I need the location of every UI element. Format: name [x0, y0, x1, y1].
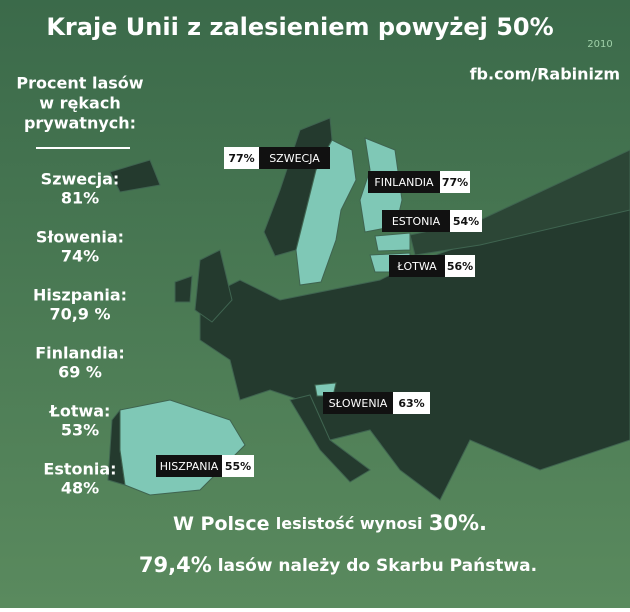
label-name-box	[259, 147, 330, 169]
uk	[194, 249, 233, 323]
footer-bold: 79,4%	[139, 553, 212, 577]
footer-bold: 30%.	[429, 511, 487, 535]
sidebar-value: 74%	[61, 247, 99, 266]
title: Kraje Unii z zalesieniem powyżej 50%	[46, 13, 553, 41]
label-value-box	[222, 455, 254, 477]
continent	[199, 199, 630, 501]
label-value: 77%	[228, 152, 254, 165]
sidebar-heading: Procent lasów	[16, 74, 143, 93]
sidebar-heading: prywatnych:	[24, 114, 136, 133]
footer-bold: W Polsce	[173, 513, 270, 535]
sweden	[295, 139, 357, 286]
label-name: SZWECJA	[269, 152, 320, 165]
estonia	[374, 232, 411, 252]
label-name: ESTONIA	[392, 215, 441, 228]
label-value: 77%	[442, 176, 468, 189]
label-value: 55%	[225, 460, 251, 473]
sidebar-value: 70,9 %	[49, 305, 110, 324]
map-labels: SZWECJA 77% FINLANDIA 77% ESTONIA 54% ŁOTWA 56%…	[156, 147, 482, 477]
label-name-box	[389, 255, 445, 277]
ireland	[174, 275, 193, 303]
sidebar-country: Hiszpania:	[33, 286, 127, 305]
label-name: FINLANDIA	[374, 176, 434, 189]
label-name-box	[323, 392, 393, 414]
label-name-box	[156, 455, 222, 477]
label-name-box	[368, 171, 440, 193]
sidebar-value: 69 %	[58, 363, 102, 382]
sidebar-country: Słowenia:	[36, 228, 124, 247]
sidebar-country: Estonia:	[43, 460, 116, 479]
label-name: ŁOTWA	[396, 260, 437, 273]
label-value: 56%	[447, 260, 473, 273]
label-value-box	[393, 392, 430, 414]
label-name: HISZPANIA	[160, 460, 219, 473]
label-value-box	[450, 210, 482, 232]
label-value-box	[224, 147, 259, 169]
sidebar-country: Finlandia:	[35, 344, 125, 363]
map	[107, 117, 630, 501]
sidebar-heading: w rękach	[39, 94, 120, 113]
footer-text: lesistość wynosi	[276, 514, 423, 533]
label-value: 63%	[398, 397, 424, 410]
footer-line-1: W Polsce lesistość wynosi 30%.	[173, 511, 487, 535]
source: fb.com/Rabinizm	[470, 65, 620, 84]
italy	[289, 394, 371, 483]
sidebar-country: Łotwa:	[49, 402, 111, 421]
footer-line-2: 79,4% lasów należy do Skarbu Państwa.	[139, 553, 537, 577]
sidebar-value: 48%	[61, 479, 99, 498]
label-name-box	[382, 210, 450, 232]
label-value-box	[440, 171, 470, 193]
year: 2010	[587, 39, 612, 50]
footer-text: lasów należy do Skarbu Państwa.	[218, 556, 537, 576]
sidebar-country: Szwecja:	[41, 170, 120, 189]
label-name: SŁOWENIA	[329, 397, 388, 410]
sidebar-value: 81%	[61, 189, 99, 208]
label-value-box	[445, 255, 475, 277]
label-value: 54%	[453, 215, 479, 228]
iceland	[109, 159, 161, 193]
sidebar-value: 53%	[61, 421, 99, 440]
